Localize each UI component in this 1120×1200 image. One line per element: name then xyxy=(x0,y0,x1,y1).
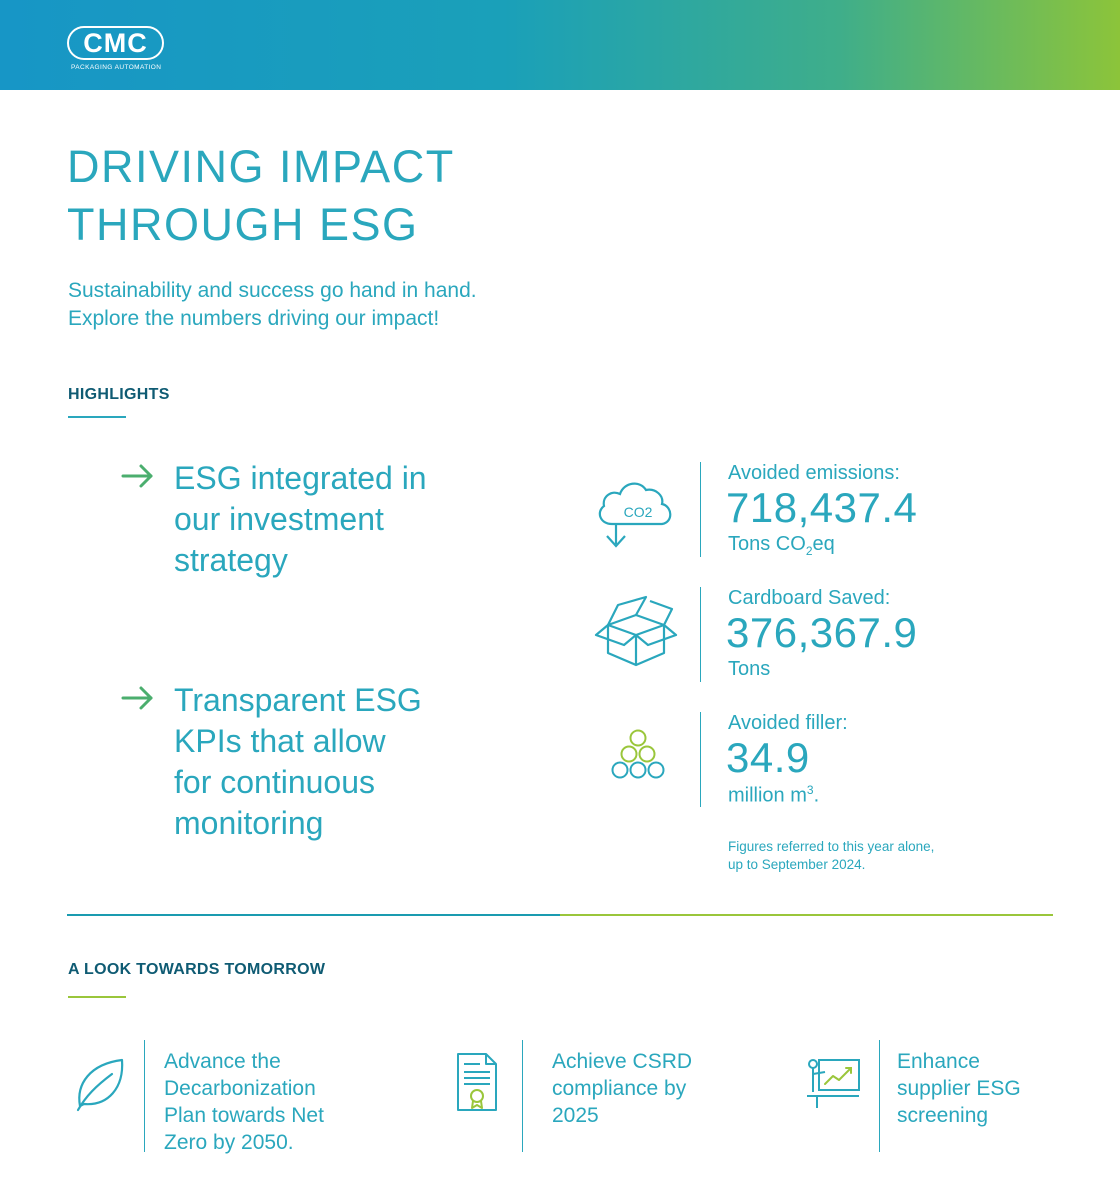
goal-3-line-1: Enhance xyxy=(897,1050,980,1073)
subtitle-line-2: Explore the numbers driving our impact! xyxy=(68,307,440,330)
highlight-bullet-1: ESG integrated in our investment strateg… xyxy=(120,458,540,588)
section-divider xyxy=(67,914,1053,916)
stat-unit: million m3. xyxy=(728,783,820,807)
footnote-line-2: up to September 2024. xyxy=(728,857,866,872)
leaf-icon xyxy=(76,1058,124,1112)
bullet-1-text: ESG integrated in our investment strateg… xyxy=(174,458,534,581)
highlights-heading: HIGHLIGHTS xyxy=(68,386,170,403)
bullet-2-line-2: KPIs that allow xyxy=(174,723,386,759)
co2-icon-text: CO2 xyxy=(624,504,653,520)
figures-footnote: Figures referred to this year alone, up … xyxy=(728,838,1028,874)
goal-2-line-2: compliance by xyxy=(552,1077,687,1100)
filler-pellets-icon xyxy=(611,729,665,779)
goal-decarbonization: Advance the Decarbonization Plan towards… xyxy=(72,1040,392,1155)
certificate-document-icon xyxy=(457,1053,497,1111)
open-box-icon xyxy=(594,595,678,667)
presentation-chart-icon xyxy=(807,1059,860,1108)
footnote-line-1: Figures referred to this year alone, xyxy=(728,839,935,854)
arrow-right-icon xyxy=(121,464,153,488)
bullet-2-line-4: monitoring xyxy=(174,805,324,841)
stat-label: Avoided emissions: xyxy=(728,462,900,484)
header-banner: CMC PACKAGING AUTOMATION xyxy=(0,0,1120,90)
stat-divider xyxy=(700,587,701,682)
title-line-1: DRIVING IMPACT xyxy=(67,141,455,192)
goal-text: Advance the Decarbonization Plan towards… xyxy=(164,1048,374,1156)
stat-avoided-emissions: CO2 Avoided emissions: 718,437.4 Tons CO… xyxy=(590,462,1020,582)
goal-divider xyxy=(144,1040,145,1152)
stat-label: Avoided filler: xyxy=(728,712,848,734)
stat-unit: Tons xyxy=(728,658,771,680)
subtitle-line-1: Sustainability and success go hand in ha… xyxy=(68,279,477,302)
highlights-underline xyxy=(68,416,126,418)
goal-2-line-1: Achieve CSRD xyxy=(552,1050,693,1073)
bullet-1-line-1: ESG integrated in xyxy=(174,460,427,496)
bullet-1-line-3: strategy xyxy=(174,542,288,578)
page-title: DRIVING IMPACT THROUGH ESG xyxy=(67,138,667,254)
stat-cardboard-saved: Cardboard Saved: 376,367.9 Tons xyxy=(590,587,1020,707)
tomorrow-underline xyxy=(68,996,126,998)
goal-1-line-3: Plan towards Net xyxy=(164,1104,324,1127)
cmc-logo[interactable]: CMC PACKAGING AUTOMATION xyxy=(67,26,165,72)
page-subtitle: Sustainability and success go hand in ha… xyxy=(68,277,668,333)
bullet-1-line-2: our investment xyxy=(174,501,384,537)
goal-csrd-compliance: Achieve CSRD compliance by 2025 xyxy=(452,1040,772,1155)
stat-value: 34.9 xyxy=(726,734,810,781)
goal-divider xyxy=(879,1040,880,1152)
logo-text: CMC xyxy=(67,26,164,60)
co2-cloud-icon: CO2 xyxy=(598,482,672,548)
highlight-bullet-2: Transparent ESG KPIs that allow for cont… xyxy=(120,680,540,850)
bullet-2-line-3: for continuous xyxy=(174,764,376,800)
tomorrow-heading: A LOOK TOWARDS TOMORROW xyxy=(68,961,326,978)
stat-value: 718,437.4 xyxy=(726,484,918,531)
stat-avoided-filler: Avoided filler: 34.9 million m3. xyxy=(590,712,1020,832)
goal-supplier-screening: Enhance supplier ESG screening xyxy=(803,1040,1120,1155)
goal-1-line-1: Advance the xyxy=(164,1050,281,1073)
goal-1-line-4: Zero by 2050. xyxy=(164,1131,294,1154)
goal-3-line-3: screening xyxy=(897,1104,989,1127)
stat-unit: Tons CO2eq xyxy=(728,533,835,558)
goal-3-line-2: supplier ESG xyxy=(897,1077,1021,1100)
title-line-2: THROUGH ESG xyxy=(67,199,419,250)
goal-2-line-3: 2025 xyxy=(552,1104,599,1127)
goal-1-line-2: Decarbonization xyxy=(164,1077,316,1100)
bullet-2-text: Transparent ESG KPIs that allow for cont… xyxy=(174,680,534,844)
goal-text: Achieve CSRD compliance by 2025 xyxy=(552,1048,762,1129)
stat-divider xyxy=(700,462,701,557)
logo-subtitle: PACKAGING AUTOMATION xyxy=(71,64,162,71)
goal-divider xyxy=(522,1040,523,1152)
bullet-2-line-1: Transparent ESG xyxy=(174,682,422,718)
stat-value: 376,367.9 xyxy=(726,609,918,656)
stat-divider xyxy=(700,712,701,807)
goal-text: Enhance supplier ESG screening xyxy=(897,1048,1107,1129)
stat-label: Cardboard Saved: xyxy=(728,587,891,609)
arrow-right-icon xyxy=(121,686,153,710)
